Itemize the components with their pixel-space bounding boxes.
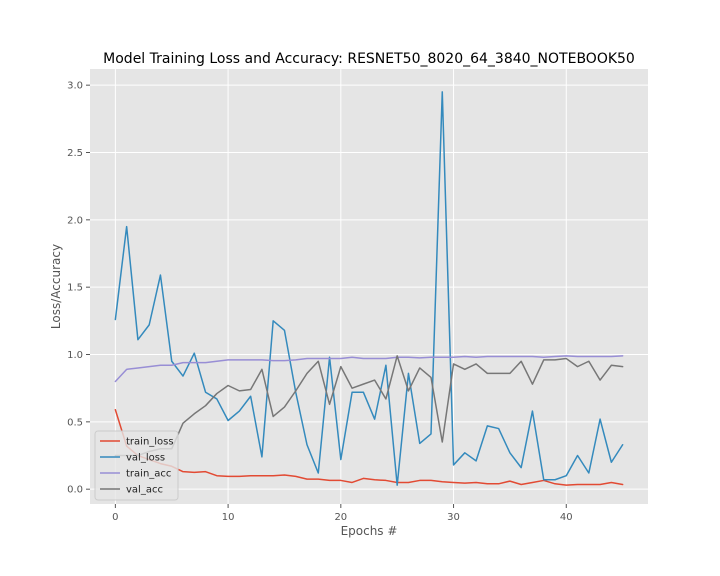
plot-area [90, 69, 648, 504]
y-tick-label: 1.0 [67, 350, 83, 361]
legend-label: val_loss [126, 453, 165, 464]
x-tick-label: 30 [447, 512, 460, 523]
y-axis-label: Loss/Accuracy [49, 244, 63, 329]
legend-label: train_loss [126, 437, 174, 448]
series-line-train-loss [114, 408, 624, 486]
series [114, 91, 624, 486]
y-tick-label: 0.0 [67, 485, 83, 496]
legend-frame [94, 430, 179, 501]
series-line-val-loss [114, 91, 624, 486]
ticks: 0 10 20 30 40 0.0 0.5 1.0 1.5 2.0 2.5 3.0 [67, 81, 573, 523]
y-tick-label: 3.0 [67, 81, 83, 92]
y-tick-label: 2.0 [67, 215, 83, 226]
y-tick-label: 1.5 [67, 283, 83, 294]
chart-title: Model Training Loss and Accuracy: RESNET… [103, 51, 635, 67]
series-line-val-acc [114, 355, 624, 457]
x-tick-label: 10 [222, 512, 235, 523]
y-tick-label: 2.5 [67, 148, 83, 159]
legend-label: train_acc [126, 469, 171, 480]
x-tick-label: 20 [334, 512, 347, 523]
series-line-train-acc [114, 355, 624, 383]
legend-label: val_acc [126, 485, 163, 496]
x-tick-label: 40 [560, 512, 573, 523]
x-axis-label: Epochs # [341, 524, 398, 538]
legend: train_loss val_loss train_acc val_acc [94, 430, 179, 501]
grid [90, 69, 648, 504]
x-tick-label: 0 [112, 512, 118, 523]
y-tick-label: 0.5 [67, 417, 83, 428]
